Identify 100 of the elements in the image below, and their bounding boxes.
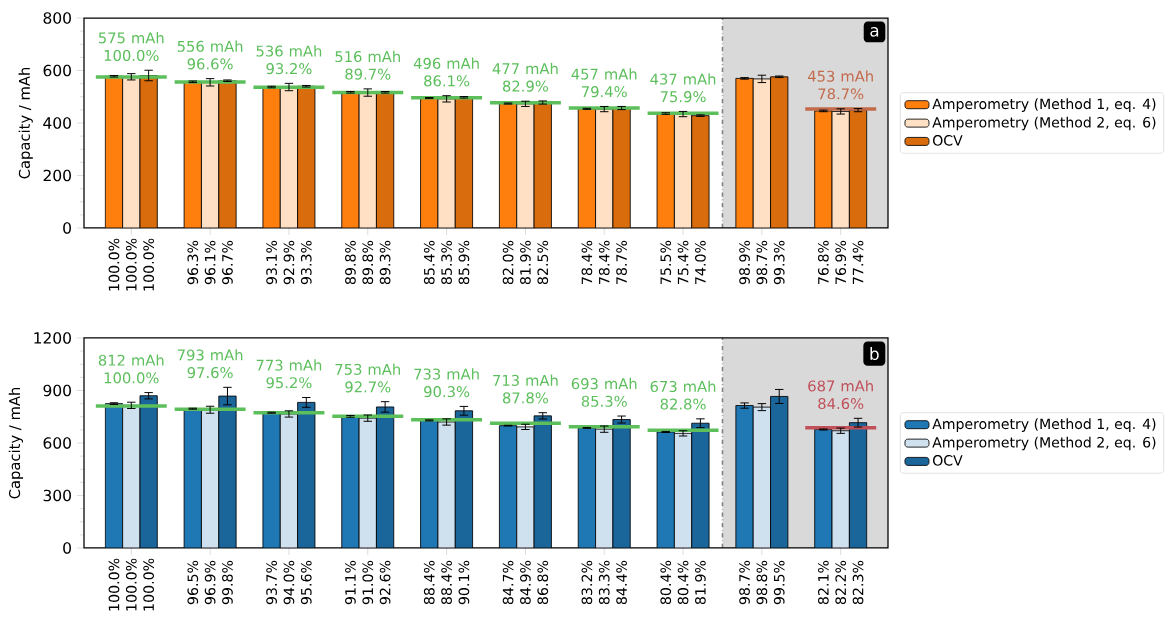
annotation: 753 mAh 92.7% xyxy=(335,363,400,393)
annotation: 536 mAh 93.2% xyxy=(256,45,322,75)
y-axis-title: Capacity / mAh xyxy=(18,67,33,179)
y-tick-label: 300 xyxy=(43,489,71,502)
bar xyxy=(753,78,771,228)
bar xyxy=(674,433,692,548)
bar xyxy=(534,102,552,228)
annotation: 477 mAh 82.9% xyxy=(492,62,558,92)
y-tick-label: 0 xyxy=(63,542,71,554)
bar xyxy=(262,87,281,228)
y-axis-title: Capacity / mAh xyxy=(8,387,23,499)
x-tick-label: 75.5% 75.4% 74.0% xyxy=(660,240,706,284)
bar xyxy=(297,402,315,548)
legend-label: OCV xyxy=(933,135,963,146)
bar xyxy=(455,410,473,548)
bar xyxy=(831,430,850,548)
bar xyxy=(122,405,140,548)
x-tick-label: 91.1% 91.0% 92.6% xyxy=(345,560,391,605)
y-tick-label: 600 xyxy=(43,437,71,449)
bar xyxy=(534,415,552,548)
bar xyxy=(437,98,456,228)
bar xyxy=(753,407,771,548)
bar xyxy=(831,111,850,228)
y-tick-label: 600 xyxy=(43,64,71,77)
bar xyxy=(201,82,219,228)
bar xyxy=(139,395,158,548)
legend-label: Amperometry (Method 2, eq. 6) xyxy=(932,116,1156,131)
annotation: 516 mAh 89.7% xyxy=(335,50,400,80)
bar xyxy=(691,115,710,228)
x-tick-label: 82.1% 82.2% 82.3% xyxy=(818,560,864,605)
bar xyxy=(612,419,631,548)
bar xyxy=(814,429,833,548)
y-tick-label: 800 xyxy=(43,12,71,24)
annotation: 437 mAh 75.9% xyxy=(650,73,716,103)
x-tick-label: 96.5% 96.9% 99.8% xyxy=(187,560,233,605)
bar xyxy=(657,113,675,228)
annotation: 812 mAh 100.0% xyxy=(98,354,164,384)
bar xyxy=(280,87,298,228)
x-tick-label: 80.4% 80.4% 81.9% xyxy=(660,560,706,605)
bar xyxy=(341,416,360,548)
bar xyxy=(657,431,675,548)
bar xyxy=(184,81,202,228)
annotation: 793 mAh 97.6% xyxy=(177,349,243,379)
bar xyxy=(499,103,517,228)
annotation: 575 mAh 100.0% xyxy=(98,32,164,62)
legend-label: OCV xyxy=(933,455,963,466)
bar xyxy=(218,396,237,548)
bar xyxy=(359,92,377,228)
bar xyxy=(595,109,613,228)
x-tick-label: 78.4% 78.4% 78.7% xyxy=(581,240,627,284)
bar xyxy=(516,426,535,548)
bar xyxy=(691,423,710,548)
bar xyxy=(280,413,298,548)
annotation: 453 mAh 78.7% xyxy=(807,70,873,100)
bar xyxy=(578,427,596,548)
bar xyxy=(201,409,219,548)
bar xyxy=(105,76,123,228)
annotation: 496 mAh 86.1% xyxy=(413,57,479,87)
bar xyxy=(341,92,360,228)
bar xyxy=(578,108,596,228)
bar xyxy=(499,425,517,548)
x-tick-label: 98.7% 98.8% 99.5% xyxy=(739,560,785,605)
bar xyxy=(848,109,868,228)
bar xyxy=(516,103,535,228)
bar xyxy=(184,408,202,548)
x-tick-label: 100.0% 100.0% 100.0% xyxy=(108,238,154,291)
x-tick-label: 93.1% 92.9% 93.3% xyxy=(266,240,312,285)
x-tick-label: 83.2% 83.3% 84.4% xyxy=(581,560,627,605)
bar xyxy=(770,76,788,228)
bar xyxy=(437,421,456,548)
bar xyxy=(814,110,833,228)
bar xyxy=(297,86,315,228)
legend-label: Amperometry (Method 1, eq. 4) xyxy=(932,418,1156,432)
bar xyxy=(612,108,631,228)
bar xyxy=(420,420,438,548)
x-tick-label: 93.7% 94.0% 95.6% xyxy=(266,560,312,605)
y-tick-label: 400 xyxy=(43,117,71,129)
y-tick-label: 200 xyxy=(43,169,71,182)
annotation: 687 mAh 84.6% xyxy=(808,380,873,410)
annotation: 556 mAh 96.6% xyxy=(177,40,243,70)
legend-label: Amperometry (Method 2, eq. 6) xyxy=(932,436,1156,451)
bar xyxy=(735,405,754,548)
bar xyxy=(770,396,788,548)
y-tick-label: 900 xyxy=(43,384,71,397)
bar xyxy=(359,418,377,548)
annotation: 457 mAh 79.4% xyxy=(571,68,637,98)
x-tick-label: 89.8% 89.8% 89.3% xyxy=(345,240,391,285)
annotation: 773 mAh 95.2% xyxy=(256,359,322,389)
bar xyxy=(262,412,281,548)
legend-label: Amperometry (Method 1, eq. 4) xyxy=(932,98,1156,112)
x-tick-label: 82.0% 81.9% 82.5% xyxy=(502,240,549,285)
bar xyxy=(848,422,868,548)
bar xyxy=(420,98,438,228)
bar xyxy=(595,429,613,548)
x-tick-label: 98.9% 98.7% 99.3% xyxy=(739,240,785,285)
x-tick-label: 100.0% 100.0% 100.0% xyxy=(108,558,154,611)
bar xyxy=(376,406,394,548)
x-tick-label: 88.4% 88.4% 90.1% xyxy=(423,560,470,605)
bar xyxy=(455,97,473,228)
y-tick-label: 1200 xyxy=(34,332,71,344)
